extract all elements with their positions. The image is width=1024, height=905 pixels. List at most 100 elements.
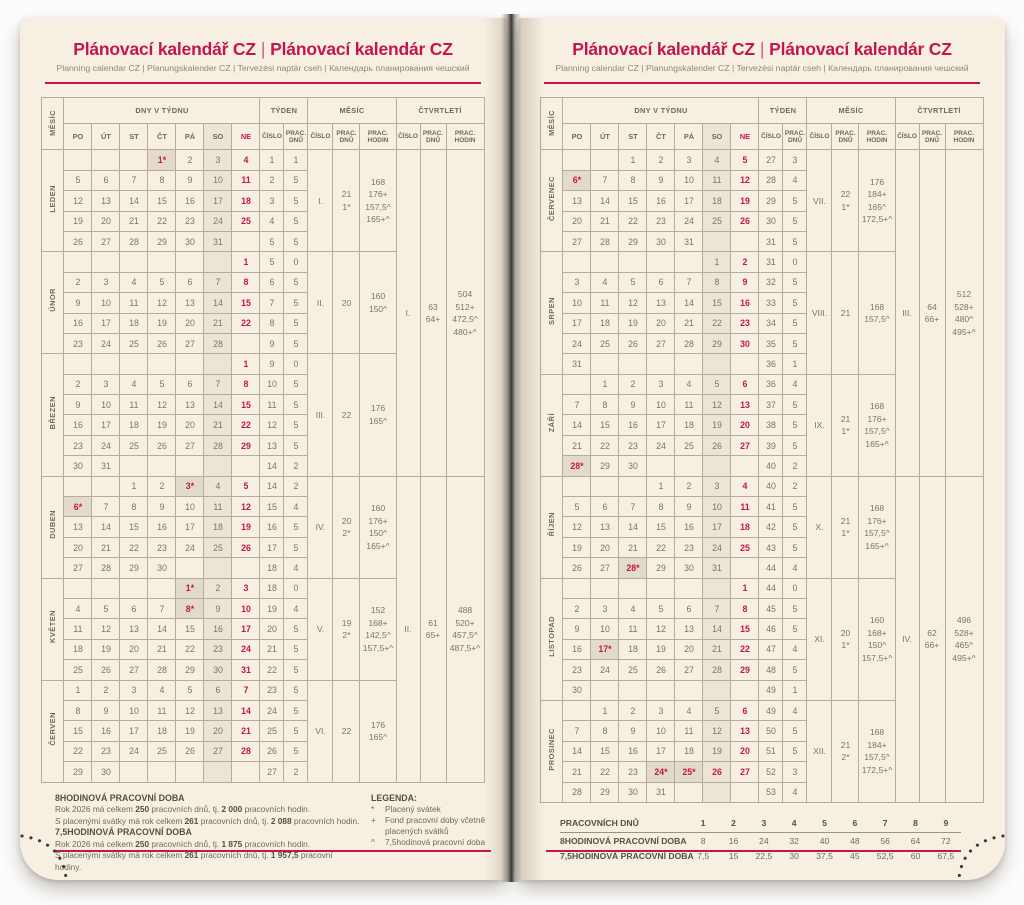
month-workhours-value: 157,5^ [864,528,890,539]
day-cell: 16 [618,414,648,436]
week-number-cell: 49 [758,679,784,701]
calendar-week-row: LEDEN 1* 2 3 4 1 1 I. 21 1* 168 176+ 157,5^ 165+^ I. 63… [41,149,485,477]
week-number-cell: 18 [259,577,285,599]
month-number-cell: VII. [806,149,833,253]
day-cell [63,251,93,273]
day-cell: 30 [63,455,93,477]
calendar-week-row: KVĚTEN 1* 2 3 18 0 V. 19 2* 152 168+ 142,5^ 157,5+^ [41,577,484,681]
week-workdays-cell: 5 [782,496,808,518]
day-cell: 2 [63,271,93,294]
month-workdays-value: 2* [342,630,351,641]
day-cell: 26 [618,332,648,355]
day-cell: 14 [119,190,149,212]
quarter-workdays-cell: 62 66+ [918,475,946,803]
day-cell: 14 [702,618,732,640]
month-label-text: ZÁŘÍ [547,413,557,433]
month-workhours-value: 165^ [368,732,388,743]
week-workdays-cell: 0 [283,577,309,599]
day-cell: 24 [674,210,704,232]
week-workdays-cell: 5 [782,394,808,416]
week-number-cell: 43 [758,536,784,559]
week-number-cell: 13 [259,434,285,457]
day-cell: 9 [562,618,592,640]
day-cell [119,577,149,599]
day-cell: 21 [91,536,121,559]
quarter-workhours-value: 457,5^ [452,630,478,641]
quarter-workhours-value: 495+^ [952,326,976,337]
month-workhours-cell: 160 176+ 150^ 165+^ [359,475,397,579]
calendar-week-row: 7 8 9 10 11 12 13 50 5 [541,720,983,742]
week-number-cell: 5 [259,251,285,273]
calendar-week-row: 29 30 27 2 [42,761,484,783]
day-cell: 30 [147,557,177,579]
day-cell: 16 [175,190,205,212]
day-cell: 22 [231,312,261,334]
day-cell: 10 [646,720,676,742]
summary-row-value: 52,5 [876,851,894,862]
day-cell: 16 [674,516,704,538]
day-cell: 12 [562,516,592,538]
perforation-dots-left [20,834,68,880]
day-cell [618,251,648,273]
week-workdays-cell: 0 [283,353,309,375]
day-cell [590,475,620,498]
day-cell: 30 [674,557,704,579]
page-left: Plánovací kalendář CZ | Plánovací kalendár… [20,18,506,880]
week-number-cell: 27 [259,761,285,783]
summary-row-value: 56 [880,835,890,846]
day-cell: 4 [147,679,177,701]
month-workhours-cell: 168 176+ 157,5^ 165+^ [858,475,896,579]
day-cell: 27 [119,659,149,681]
left-page-footer: 8HODINOVÁ PRACOVNÍ DOBA Rok 2026 má celke… [55,793,506,874]
day-cell: 2 [203,577,233,599]
week-number-cell: 53 [758,781,784,803]
day-cell: 19 [63,210,93,232]
legend-text: 7,5hodinová pracovní doba [385,837,486,847]
day-cell: 26 [63,230,93,253]
month-workhours-cell: 168 176+ 157,5^ 165+^ [858,373,896,477]
week-number-cell: 31 [758,251,784,273]
header-month-prac-dnu: PRAC. DNŮ [332,123,361,151]
day-cell: 5 [730,149,760,171]
week-workdays-cell: 5 [283,312,309,334]
day-cell [203,251,233,273]
month-workhours-value: 165^ [867,201,887,212]
day-cell: 28* [562,455,592,477]
month-workhours-value: 176 [869,176,885,187]
day-cell: 6 [730,699,760,722]
day-cell: 16 [63,414,93,436]
day-cell [562,373,592,396]
day-cell: 7 [91,496,121,518]
day-cell: 1* [175,577,205,599]
day-cell: 3 [674,149,704,171]
day-cell: 14 [203,292,233,314]
calendar-week-row: 23 24 25 26 27 28 29 13 5 [42,434,484,457]
day-cell: 26 [730,210,760,232]
week-number-cell: 21 [259,638,285,661]
summary-data-row: 7,5HODINOVÁ PRACOVNÍ DOBA 7,5 15 22,5 30 37,5… [560,848,961,864]
day-cell: 15 [702,292,732,314]
day-cell [702,781,732,803]
day-cell: 8 [618,169,648,192]
quarter-workhours-value: 528+ [954,627,974,638]
week-workdays-cell: 5 [283,210,309,232]
day-cell: 5 [231,475,261,498]
day-cell: 11 [119,292,149,314]
day-cell: 9 [203,597,233,620]
month-workhours-cell: 168 184+ 157,5^ 172,5+^ [858,699,896,803]
week-number-cell: 12 [259,414,285,436]
day-cell: 19 [702,740,732,763]
week-workdays-cell: 5 [283,720,309,742]
day-cell: 3 [646,373,676,396]
header-day-name: PÁ [674,123,704,151]
day-cell: 28 [91,557,121,579]
day-cell [646,251,676,273]
day-cell: 14 [562,740,592,763]
day-cell: 20 [730,740,760,763]
day-cell: 7 [562,394,592,416]
day-cell: 22 [646,536,676,559]
day-cell: 6 [203,679,233,701]
day-cell [618,475,648,498]
month-workhours-cell: 168 176+ 157,5^ 165+^ [359,149,397,253]
day-cell: 19 [702,414,732,436]
